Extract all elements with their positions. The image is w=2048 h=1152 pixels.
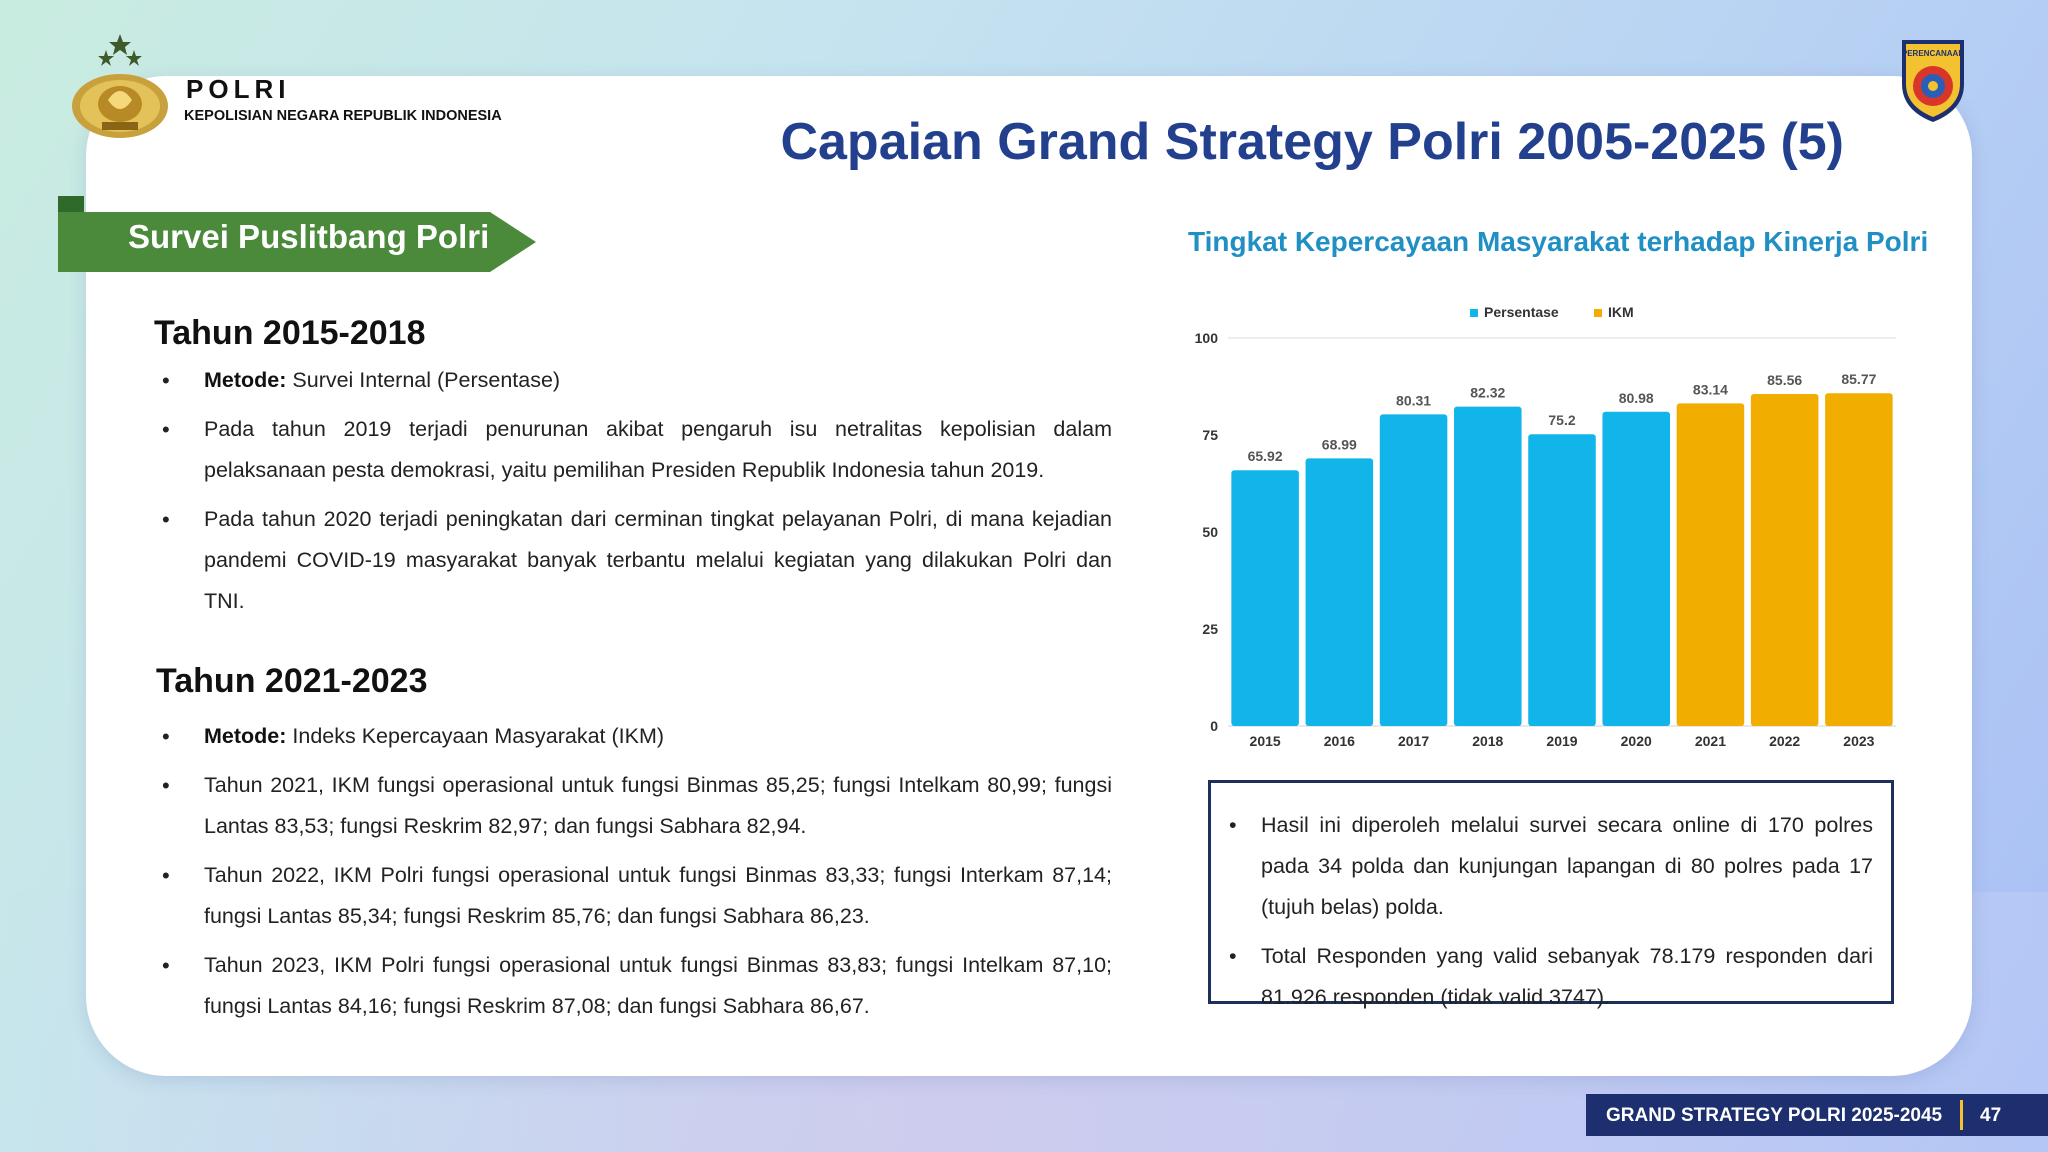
legend-label: Persentase bbox=[1484, 304, 1559, 320]
list-item: Tahun 2022, IKM Polri fungsi operasional… bbox=[162, 855, 1112, 937]
y-tick-label: 100 bbox=[1195, 330, 1219, 346]
x-tick-label: 2018 bbox=[1472, 733, 1503, 749]
bar bbox=[1454, 406, 1522, 726]
list-item: Metode: Survei Internal (Persentase) bbox=[162, 360, 1112, 401]
chart-title: Tingkat Kepercayaan Masyarakat terhadap … bbox=[1188, 226, 1929, 257]
bar bbox=[1528, 434, 1596, 726]
footer-bar: GRAND STRATEGY POLRI 2025-2045 47 bbox=[1586, 1094, 2048, 1136]
x-tick-label: 2023 bbox=[1843, 733, 1874, 749]
x-tick-label: 2019 bbox=[1546, 733, 1577, 749]
x-tick-label: 2020 bbox=[1621, 733, 1652, 749]
data-label: 65.92 bbox=[1248, 448, 1283, 464]
y-tick-label: 25 bbox=[1202, 621, 1218, 637]
right-logo-text: PERENCANAAN bbox=[1902, 49, 1964, 58]
legend-label: IKM bbox=[1608, 304, 1634, 320]
x-tick-label: 2022 bbox=[1769, 733, 1800, 749]
list-item: Tahun 2023, IKM Polri fungsi operasional… bbox=[162, 945, 1112, 1027]
footer-label: GRAND STRATEGY POLRI 2025-2045 bbox=[1606, 1105, 1943, 1126]
bar bbox=[1676, 403, 1745, 726]
page-title: Capaian Grand Strategy Polri 2005-2025 (… bbox=[780, 113, 1844, 171]
polri-emblem-icon bbox=[72, 34, 168, 138]
bar bbox=[1231, 470, 1299, 726]
section-ribbon bbox=[58, 196, 536, 272]
page-number: 47 bbox=[1980, 1105, 2002, 1126]
data-label: 80.98 bbox=[1619, 390, 1654, 406]
x-tick-label: 2016 bbox=[1324, 733, 1355, 749]
section-heading-2015-2018: Tahun 2015-2018 bbox=[154, 314, 426, 352]
bar bbox=[1379, 414, 1448, 726]
legend-swatch bbox=[1470, 309, 1478, 317]
footer-divider bbox=[1960, 1100, 1963, 1130]
notes-box: Hasil ini diperoleh melalui survei secar… bbox=[1208, 780, 1894, 1009]
ribbon-label: Survei Puslitbang Polri bbox=[128, 218, 490, 255]
y-tick-label: 0 bbox=[1210, 718, 1218, 734]
list-item: Metode: Indeks Kepercayaan Masyarakat (I… bbox=[162, 716, 1112, 757]
y-tick-label: 75 bbox=[1202, 427, 1218, 443]
y-tick-label: 50 bbox=[1202, 524, 1218, 540]
list-item: Pada tahun 2020 terjadi peningkatan dari… bbox=[162, 499, 1112, 622]
legend-swatch bbox=[1594, 309, 1602, 317]
section-heading-2021-2023: Tahun 2021-2023 bbox=[156, 662, 428, 700]
x-tick-label: 2015 bbox=[1250, 733, 1281, 749]
perencanaan-logo-icon: PERENCANAAN bbox=[1902, 40, 1964, 122]
data-label: 85.77 bbox=[1841, 371, 1876, 387]
data-label: 80.31 bbox=[1396, 392, 1431, 408]
list-item: Tahun 2021, IKM fungsi operasional untuk… bbox=[162, 765, 1112, 847]
bar bbox=[1602, 411, 1670, 726]
data-label: 68.99 bbox=[1322, 436, 1357, 452]
data-label: 82.32 bbox=[1470, 385, 1505, 401]
section-bullets-2015-2018: Metode: Survei Internal (Persentase) Pad… bbox=[162, 360, 1112, 630]
trust-bar-chart: Persentase IKM 0 25 50 75 100 65.92 2015 68.99 201… bbox=[1195, 304, 1896, 749]
data-label: 75.2 bbox=[1548, 412, 1575, 428]
brand-subtitle: KEPOLISIAN NEGARA REPUBLIK INDONESIA bbox=[184, 108, 502, 124]
bar bbox=[1825, 393, 1893, 726]
x-tick-label: 2017 bbox=[1398, 733, 1429, 749]
list-item: Pada tahun 2019 terjadi penurunan akibat… bbox=[162, 409, 1112, 491]
x-tick-label: 2021 bbox=[1695, 733, 1726, 749]
list-item: Total Responden yang valid sebanyak 78.1… bbox=[1229, 936, 1873, 1018]
bar bbox=[1750, 394, 1819, 726]
data-label: 83.14 bbox=[1693, 381, 1728, 397]
data-label: 85.56 bbox=[1767, 372, 1802, 388]
section-bullets-2021-2023: Metode: Indeks Kepercayaan Masyarakat (I… bbox=[162, 716, 1112, 1035]
bar bbox=[1305, 458, 1374, 726]
brand-name: POLRI bbox=[186, 74, 291, 104]
list-item: Hasil ini diperoleh melalui survei secar… bbox=[1229, 805, 1873, 928]
